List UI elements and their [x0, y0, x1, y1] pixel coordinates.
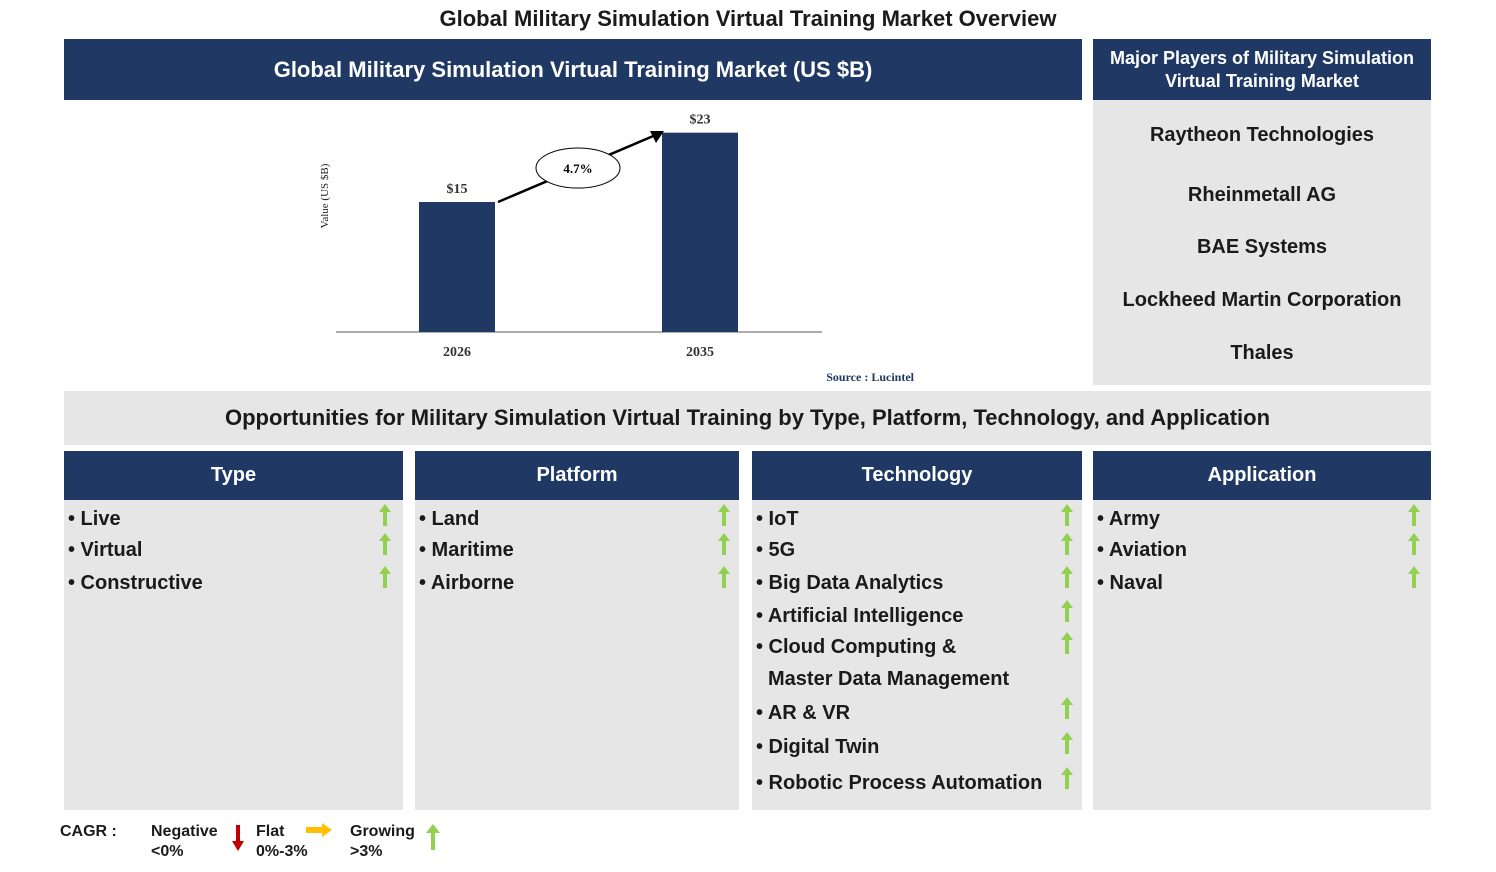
- bar-2035: [662, 132, 738, 332]
- opportunities-heading: Opportunities for Military Simulation Vi…: [64, 391, 1431, 445]
- column-heading-platform: Platform: [415, 451, 739, 500]
- column-technology: • IoT • 5G • Big Data Analytics • Artifi…: [752, 500, 1082, 810]
- list-item: • IoT: [756, 508, 799, 530]
- legend-negative-range: <0%: [151, 843, 184, 860]
- column-heading-type: Type: [64, 451, 403, 500]
- y-axis-label: Value (US $B): [319, 163, 331, 228]
- column-heading-application: Application: [1093, 451, 1431, 500]
- x-tick-label: 2026: [443, 345, 471, 360]
- list-item-continuation: Master Data Management: [768, 668, 1010, 690]
- growing-arrow-icon: [1061, 566, 1073, 588]
- growing-arrow-icon: [1061, 767, 1073, 789]
- bar-chart: Value (US $B) $15 2026 $23 2035 4.7% Source…: [319, 113, 915, 384]
- growing-arrow-icon: [379, 504, 391, 526]
- growing-arrow-icon: [1408, 566, 1420, 588]
- growing-arrow-icon: [1061, 732, 1073, 754]
- legend-growing-range: >3%: [350, 843, 383, 860]
- growing-arrow-icon: [1061, 504, 1073, 526]
- growing-arrow-icon: [718, 566, 730, 588]
- list-item: • Army: [1097, 508, 1160, 530]
- legend-growing-label: Growing: [350, 823, 415, 840]
- list-item: • Artificial Intelligence: [756, 605, 964, 627]
- growing-arrow-icon: [1061, 632, 1073, 654]
- legend-cagr-label: CAGR :: [60, 823, 117, 840]
- flat-arrow-icon: [306, 823, 332, 837]
- players-list: Raytheon Technologies Rheinmetall AG BAE…: [1093, 100, 1431, 385]
- source-label: Source : Lucintel: [826, 370, 914, 384]
- player-item: Raytheon Technologies: [1149, 124, 1375, 146]
- player-item: Rheinmetall AG: [1187, 184, 1337, 206]
- list-item: • Virtual: [68, 539, 143, 561]
- list-item: • Constructive: [68, 572, 203, 594]
- growing-arrow-icon: [1061, 600, 1073, 622]
- growing-arrow-icon: [718, 533, 730, 555]
- cagr-arrow-head: [650, 131, 664, 143]
- growing-arrow-icon: [1408, 504, 1420, 526]
- growing-arrow-icon: [379, 533, 391, 555]
- list-item: • Naval: [1097, 572, 1163, 594]
- list-item: • 5G: [756, 539, 796, 561]
- column-heading-technology: Technology: [752, 451, 1082, 500]
- growing-arrow-icon: [379, 566, 391, 588]
- list-item: • Aviation: [1097, 539, 1187, 561]
- list-item: • AR & VR: [756, 702, 851, 724]
- growing-arrow-icon: [1408, 533, 1420, 555]
- legend-growing: Growing >3%: [350, 822, 415, 862]
- player-item: Lockheed Martin Corporation: [1122, 289, 1402, 311]
- growing-arrow-icon: [718, 504, 730, 526]
- players-heading: Major Players of Military Simulation Vir…: [1093, 39, 1431, 100]
- cagr-ellipse: [535, 147, 621, 189]
- legend-negative-label: Negative: [151, 823, 218, 840]
- legend-negative: Negative <0%: [151, 822, 218, 862]
- list-item: • Maritime: [419, 539, 514, 561]
- list-item: • Digital Twin: [756, 736, 880, 758]
- legend-flat-label: Flat: [256, 823, 285, 840]
- column-application: • Army • Aviation • Naval: [1093, 500, 1431, 810]
- chart-banner: Global Military Simulation Virtual Train…: [64, 39, 1082, 100]
- player-item: BAE Systems: [1196, 236, 1328, 258]
- bar-2026: [419, 202, 495, 332]
- list-item: • Live: [68, 508, 121, 530]
- list-item: • Robotic Process Automation: [756, 772, 1043, 794]
- value-label: $23: [690, 113, 711, 128]
- growing-arrow-icon: [1061, 697, 1073, 719]
- list-item: • Big Data Analytics: [756, 572, 944, 594]
- legend-flat: Flat 0%-3%: [256, 822, 308, 862]
- column-type: • Live • Virtual • Constructive: [64, 500, 403, 810]
- list-item: • Airborne: [419, 572, 515, 594]
- list-item: • Land: [419, 508, 480, 530]
- value-label: $15: [447, 182, 468, 197]
- column-platform: • Land • Maritime • Airborne: [415, 500, 739, 810]
- legend-flat-range: 0%-3%: [256, 843, 308, 860]
- growing-arrow-icon: [1061, 533, 1073, 555]
- list-item: • Cloud Computing &: [756, 636, 957, 658]
- player-item: Thales: [1230, 342, 1294, 364]
- page-title: Global Military Simulation Virtual Train…: [439, 6, 1057, 31]
- growing-arrow-icon: [426, 824, 440, 850]
- negative-arrow-icon: [232, 825, 244, 851]
- cagr-label: 4.7%: [563, 161, 592, 176]
- x-tick-label: 2035: [686, 345, 714, 360]
